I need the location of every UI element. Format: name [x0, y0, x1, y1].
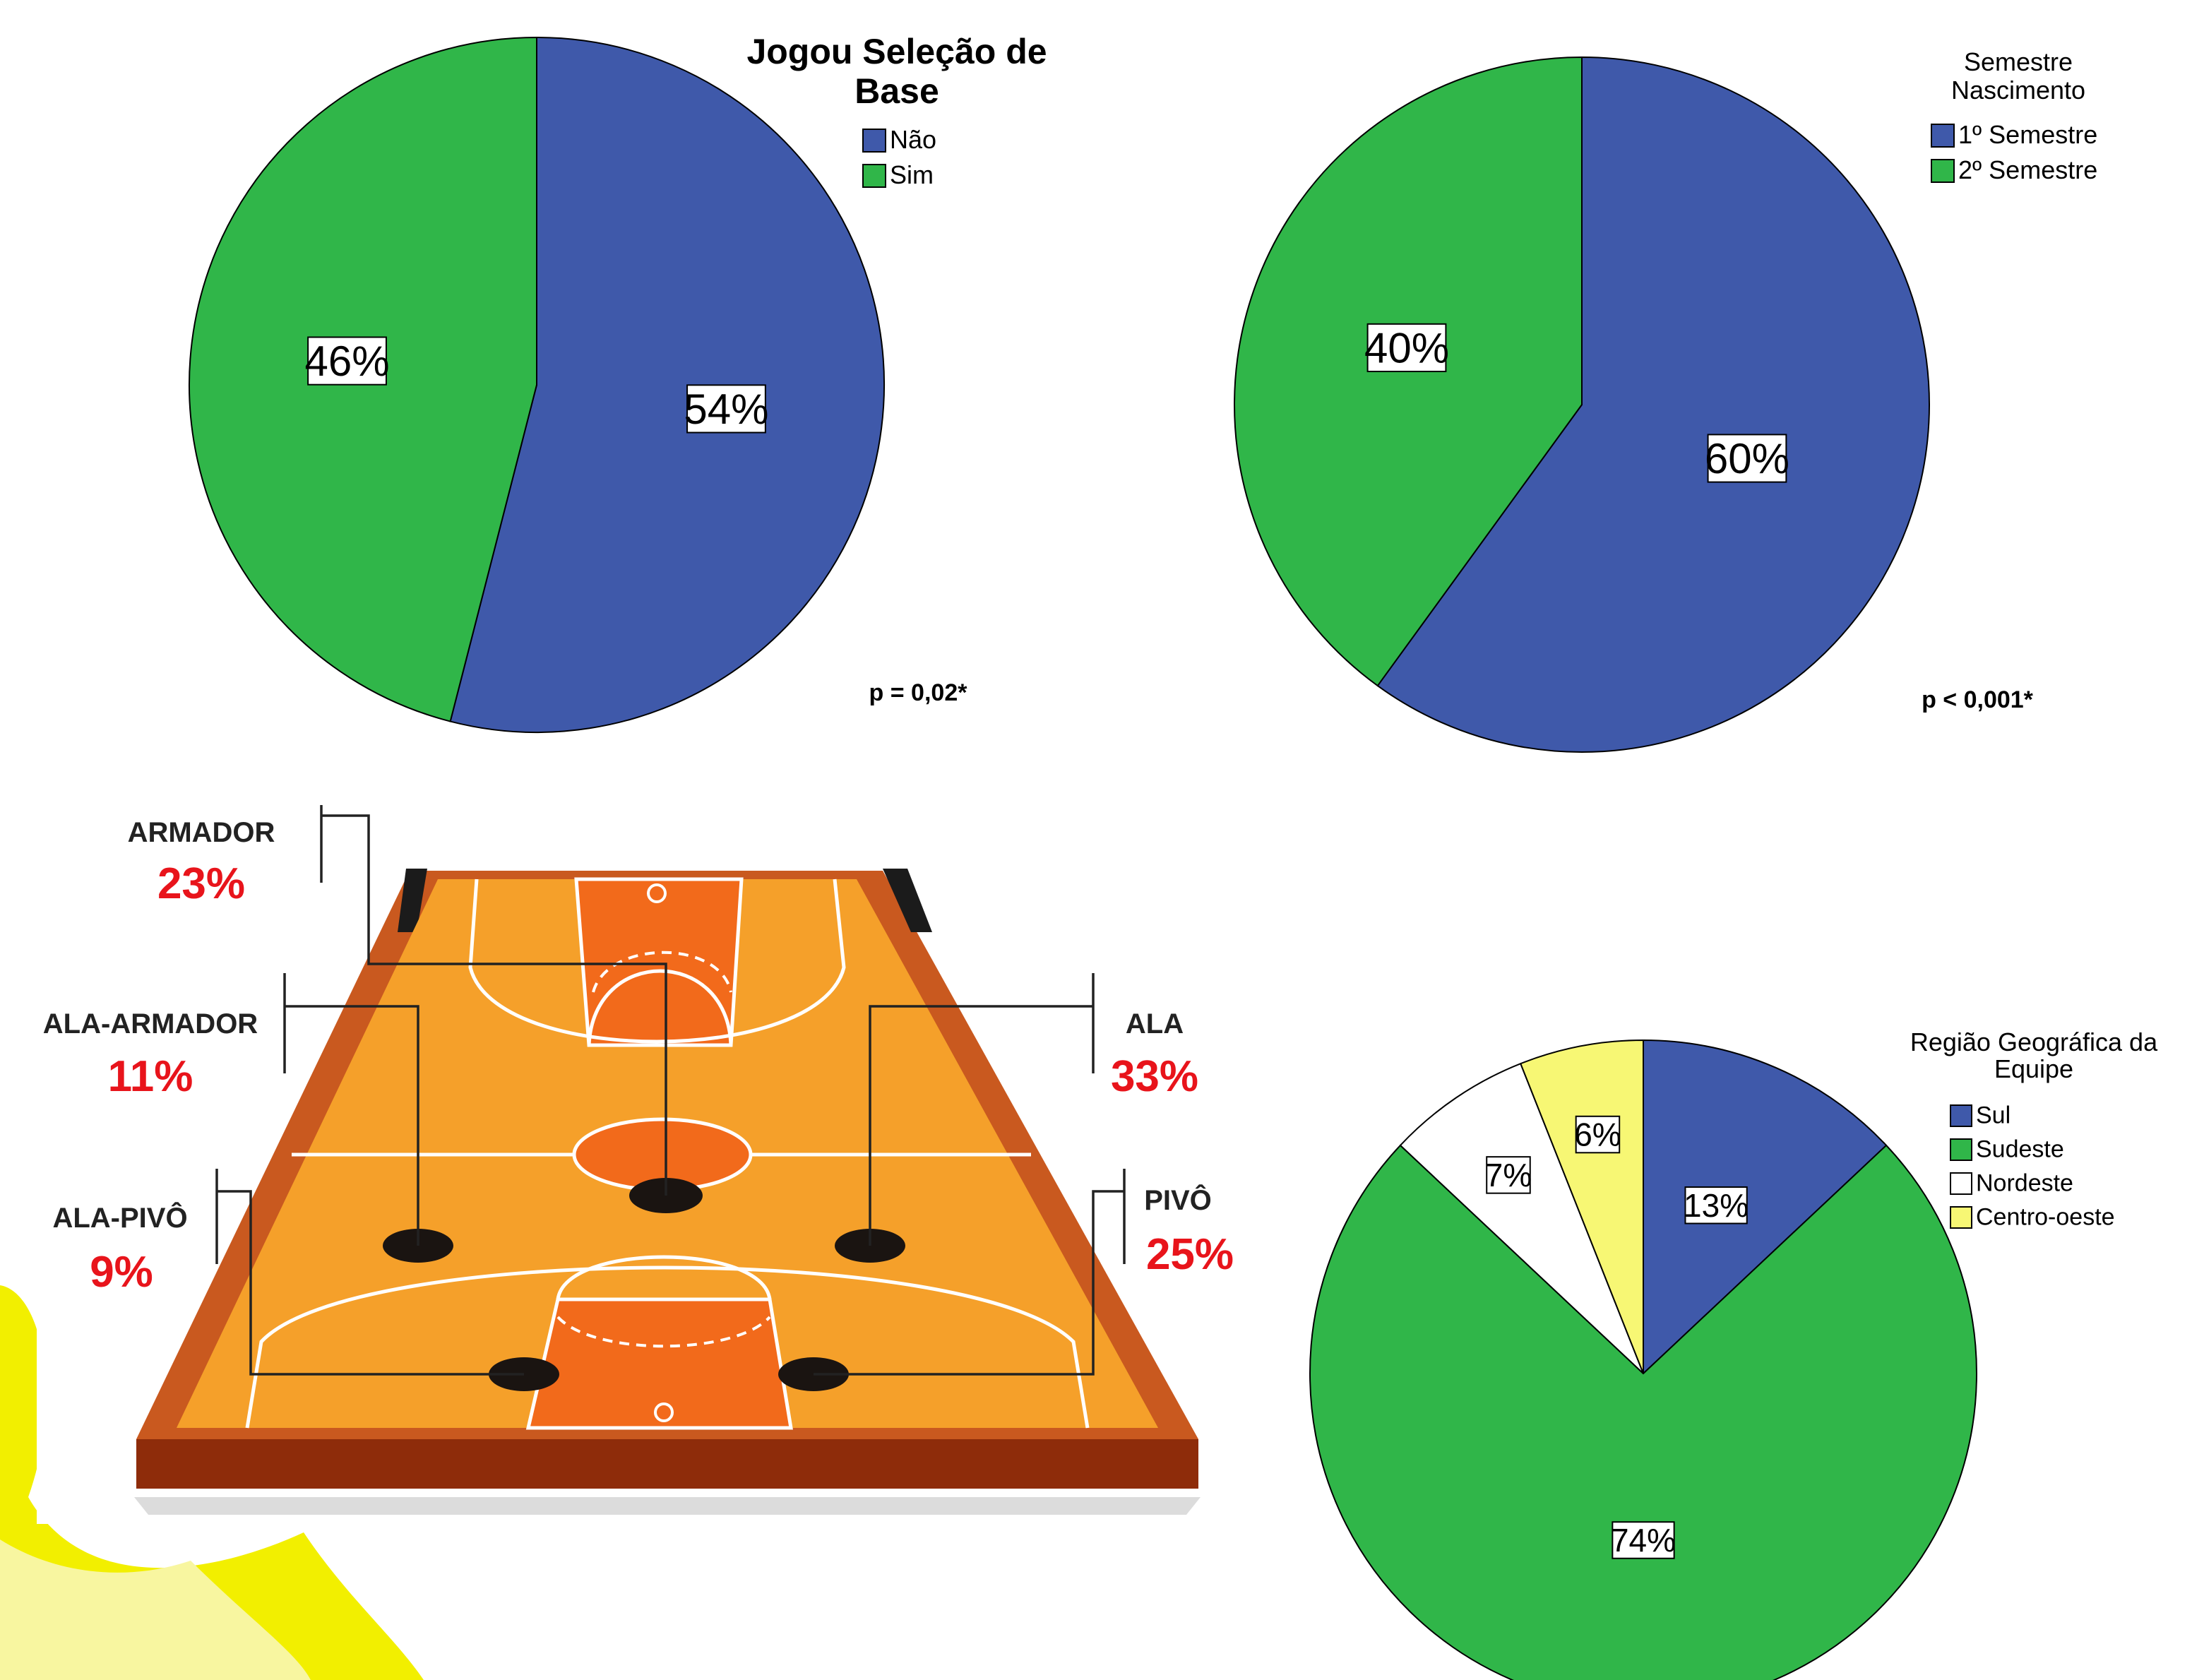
- slice-label: 6%: [1574, 1115, 1621, 1154]
- free-throw-arc-top: [587, 969, 733, 1046]
- position-value-pivo: 25%: [1146, 1230, 1234, 1279]
- legend-swatch: [1950, 1104, 1972, 1127]
- chart-3-title-line1: Região Geográfica da: [1910, 1027, 2158, 1056]
- three-point-top: [468, 878, 846, 1044]
- slice-label-text: 6%: [1574, 1116, 1621, 1153]
- slice-label: 40%: [1364, 323, 1449, 373]
- pie-slice-nordeste: [1399, 1062, 1644, 1374]
- hoop-top: [647, 883, 667, 903]
- leader-line-ala-pivo: [217, 1190, 524, 1376]
- restricted-arc-bottom: [556, 1316, 771, 1348]
- slice-label: 60%: [1705, 434, 1789, 483]
- key-bottom: [525, 1297, 793, 1430]
- legend-swatch: [1950, 1206, 1972, 1229]
- chart-2-title-line2: Nascimento: [1951, 76, 2085, 105]
- chart-3-title-line2: Equipe: [1994, 1054, 2073, 1083]
- leader-line-ala-armador: [285, 1005, 419, 1246]
- position-value-armador: 23%: [157, 859, 245, 908]
- slice-label-text: 74%: [1611, 1522, 1676, 1559]
- slice-label: 7%: [1485, 1156, 1532, 1194]
- leader-line-ala: [869, 1005, 1093, 1246]
- legend-regiao: Sul Sudeste Nordeste Centro-oeste: [1950, 1102, 2115, 1231]
- chart-2-p-value: p < 0,001*: [1922, 686, 2034, 713]
- slice-label-box: [1486, 1156, 1531, 1194]
- slice-label: 13%: [1684, 1186, 1749, 1225]
- chart-1-p-value: p = 0,02*: [869, 679, 968, 706]
- slice-label-text: 46%: [304, 338, 389, 385]
- legend-swatch: [862, 129, 886, 153]
- backstop-right: [883, 869, 932, 932]
- three-point-bottom: [245, 1265, 1090, 1429]
- position-name-armador: ARMADOR: [128, 817, 275, 848]
- legend-selecao-base: Não Sim: [862, 125, 936, 189]
- position-name-ala: ALA: [1126, 1008, 1184, 1039]
- slice-label-text: 60%: [1705, 435, 1789, 482]
- pie-slice-n-o: [449, 36, 886, 733]
- legend-swatch: [1950, 1138, 1972, 1161]
- pie-slice-sul: [1643, 1039, 1888, 1376]
- slice-label-box: [307, 336, 387, 386]
- court-base-side: [136, 1439, 1198, 1489]
- chart-2-title-line1: Semestre: [1964, 47, 2073, 76]
- slice-label-box: [686, 384, 766, 434]
- legend-label: Nordeste: [1976, 1170, 2073, 1197]
- slice-label: 46%: [304, 336, 390, 386]
- slice-label: 54%: [684, 384, 769, 434]
- leader-line-armador: [321, 814, 667, 1196]
- slice-label-box: [1612, 1521, 1675, 1559]
- hoop-bottom: [654, 1402, 674, 1422]
- pie-chart-selecao-base: 54% 46%: [189, 36, 886, 733]
- position-name-ala-pivo: ALA-PIVÔ: [52, 1201, 187, 1234]
- court-shadow: [134, 1497, 1201, 1515]
- pie-chart-regiao: 13% 74% 7% 6%: [1309, 1039, 1977, 1680]
- position-value-ala: 33%: [1111, 1052, 1198, 1101]
- chart-1-title-line1: Jogou Seleção de: [746, 32, 1047, 71]
- position-value-ala-armador: 11%: [108, 1052, 193, 1101]
- slice-label: 74%: [1611, 1521, 1676, 1559]
- basketball-court: ARMADOR 23% ALA-ARMADOR 11% ALA-PIVÔ 9% …: [43, 805, 1234, 1515]
- slice-label-text: 54%: [684, 386, 768, 433]
- position-name-pivo: PIVÔ: [1144, 1184, 1212, 1216]
- pie-chart-semestre: 60% 40%: [1234, 56, 1930, 753]
- legend-semestre: 1º Semestre 2º Semestre: [1931, 120, 2097, 184]
- legend-label: 2º Semestre: [1958, 155, 2097, 184]
- free-throw-arc-bottom: [556, 1255, 772, 1300]
- slice-label-box: [1575, 1115, 1621, 1154]
- legend-swatch: [1931, 159, 1955, 183]
- yellow-background-highlight: [0, 1539, 311, 1680]
- legend-swatch: [862, 164, 886, 188]
- pie-slice-1-semestre: [1376, 56, 1930, 753]
- legend-label: 1º Semestre: [1958, 120, 2097, 149]
- chart-1-title-line2: Base: [854, 71, 939, 111]
- leader-line-pivo: [814, 1190, 1124, 1376]
- legend-label: Sul: [1976, 1102, 2011, 1129]
- legend-swatch: [1950, 1172, 1972, 1195]
- slice-label-text: 40%: [1364, 324, 1449, 371]
- backstop-left: [398, 869, 427, 932]
- legend-label: Centro-oeste: [1976, 1204, 2115, 1231]
- legend-label: Sim: [890, 160, 934, 189]
- slice-label-text: 7%: [1485, 1157, 1532, 1193]
- slice-label-text: 13%: [1684, 1187, 1749, 1224]
- legend-label: Sudeste: [1976, 1136, 2064, 1163]
- restricted-arc-top: [592, 951, 732, 993]
- key-top: [574, 877, 744, 1047]
- slice-label-box: [1707, 434, 1787, 483]
- slice-label-box: [1684, 1186, 1748, 1225]
- legend-swatch: [1931, 124, 1955, 148]
- slice-label-box: [1366, 323, 1447, 373]
- position-value-ala-pivo: 9%: [90, 1248, 153, 1297]
- position-name-ala-armador: ALA-ARMADOR: [43, 1008, 258, 1039]
- legend-label: Não: [890, 125, 936, 154]
- pie-slice-sudeste: [1309, 1144, 1977, 1680]
